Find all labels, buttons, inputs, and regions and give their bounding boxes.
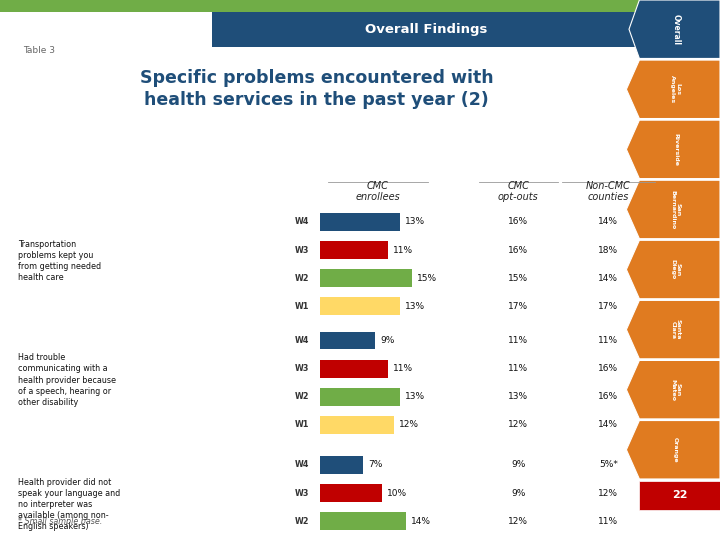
Text: 11%: 11%	[598, 517, 618, 525]
Text: San
Mateo: San Mateo	[670, 379, 681, 401]
Text: 14%: 14%	[598, 274, 618, 282]
Text: W3: W3	[295, 364, 310, 373]
Text: Health provider did not
speak your language and
no interpreter was
available (am: Health provider did not speak your langu…	[18, 477, 120, 531]
Polygon shape	[629, 0, 720, 58]
Text: W4: W4	[295, 461, 310, 469]
FancyBboxPatch shape	[320, 213, 400, 231]
Polygon shape	[626, 120, 720, 179]
Text: 11%: 11%	[598, 336, 618, 345]
Text: 13%: 13%	[405, 218, 425, 226]
FancyBboxPatch shape	[320, 484, 382, 502]
Text: W2: W2	[295, 274, 310, 282]
Text: 22: 22	[672, 490, 688, 501]
Text: 9%: 9%	[511, 461, 526, 469]
Text: Los
Angeles: Los Angeles	[670, 75, 681, 103]
Text: W2: W2	[295, 393, 310, 401]
Text: 11%: 11%	[393, 364, 413, 373]
Text: W3: W3	[295, 246, 310, 254]
Text: 11%: 11%	[508, 364, 528, 373]
Text: W1: W1	[295, 421, 310, 429]
Text: Non-CMC
counties: Non-CMC counties	[586, 181, 631, 202]
Text: Specific problems encountered with
health services in the past year (2): Specific problems encountered with healt…	[140, 69, 494, 109]
FancyBboxPatch shape	[320, 360, 387, 377]
Text: 16%: 16%	[508, 246, 528, 254]
Text: 9%: 9%	[380, 336, 395, 345]
Text: Table 3: Table 3	[23, 46, 55, 55]
Text: 13%: 13%	[405, 302, 425, 310]
Text: 17%: 17%	[598, 302, 618, 310]
Text: 12%: 12%	[508, 421, 528, 429]
FancyBboxPatch shape	[639, 481, 720, 510]
Text: 15%: 15%	[508, 274, 528, 282]
FancyBboxPatch shape	[320, 388, 400, 406]
Text: 14%: 14%	[598, 421, 618, 429]
FancyBboxPatch shape	[320, 298, 400, 315]
Text: San
Bernardino: San Bernardino	[670, 190, 681, 229]
Text: San
Diego: San Diego	[670, 259, 681, 280]
Text: 14%: 14%	[411, 517, 431, 525]
Text: W1: W1	[295, 302, 310, 310]
Text: Orange: Orange	[673, 437, 678, 463]
Text: 12%: 12%	[508, 517, 528, 525]
Text: 10%: 10%	[387, 489, 407, 497]
Text: 16%: 16%	[508, 218, 528, 226]
Text: 17%: 17%	[508, 302, 528, 310]
Polygon shape	[626, 361, 720, 419]
FancyBboxPatch shape	[212, 12, 639, 47]
Text: 18%: 18%	[598, 246, 618, 254]
Text: W4: W4	[295, 336, 310, 345]
Text: W4: W4	[295, 218, 310, 226]
Text: Overall Findings: Overall Findings	[365, 23, 487, 36]
FancyBboxPatch shape	[0, 0, 720, 12]
Text: 7%: 7%	[368, 461, 382, 469]
Polygon shape	[626, 60, 720, 118]
Text: 16%: 16%	[598, 364, 618, 373]
Polygon shape	[626, 180, 720, 239]
FancyBboxPatch shape	[320, 456, 363, 474]
Text: 11%: 11%	[393, 246, 413, 254]
Text: 14%: 14%	[598, 218, 618, 226]
Polygon shape	[626, 421, 720, 479]
Text: Had trouble
communicating with a
health provider because
of a speech, hearing or: Had trouble communicating with a health …	[18, 353, 116, 407]
Polygon shape	[626, 300, 720, 359]
Text: 9%: 9%	[511, 489, 526, 497]
FancyBboxPatch shape	[320, 269, 412, 287]
Polygon shape	[626, 240, 720, 299]
Text: Overall: Overall	[671, 14, 680, 45]
Text: 11%: 11%	[508, 336, 528, 345]
Text: Transportation
problems kept you
from getting needed
health care: Transportation problems kept you from ge…	[18, 240, 101, 282]
Text: W2: W2	[295, 517, 310, 525]
Text: * Small sample base.: * Small sample base.	[18, 517, 102, 526]
FancyBboxPatch shape	[320, 332, 376, 349]
Text: CMC
enrollees: CMC enrollees	[356, 181, 400, 202]
FancyBboxPatch shape	[320, 241, 387, 259]
Text: 12%: 12%	[399, 421, 419, 429]
Text: 13%: 13%	[405, 393, 425, 401]
Text: W3: W3	[295, 489, 310, 497]
Text: 13%: 13%	[508, 393, 528, 401]
Text: CMC
opt-outs: CMC opt-outs	[498, 181, 539, 202]
Text: 16%: 16%	[598, 393, 618, 401]
Text: Santa
Clara: Santa Clara	[670, 320, 681, 340]
Text: Riverside: Riverside	[673, 133, 678, 166]
Text: 5%*: 5%*	[599, 461, 618, 469]
FancyBboxPatch shape	[320, 512, 406, 530]
FancyBboxPatch shape	[320, 416, 394, 434]
Text: 12%: 12%	[598, 489, 618, 497]
Text: 15%: 15%	[418, 274, 437, 282]
